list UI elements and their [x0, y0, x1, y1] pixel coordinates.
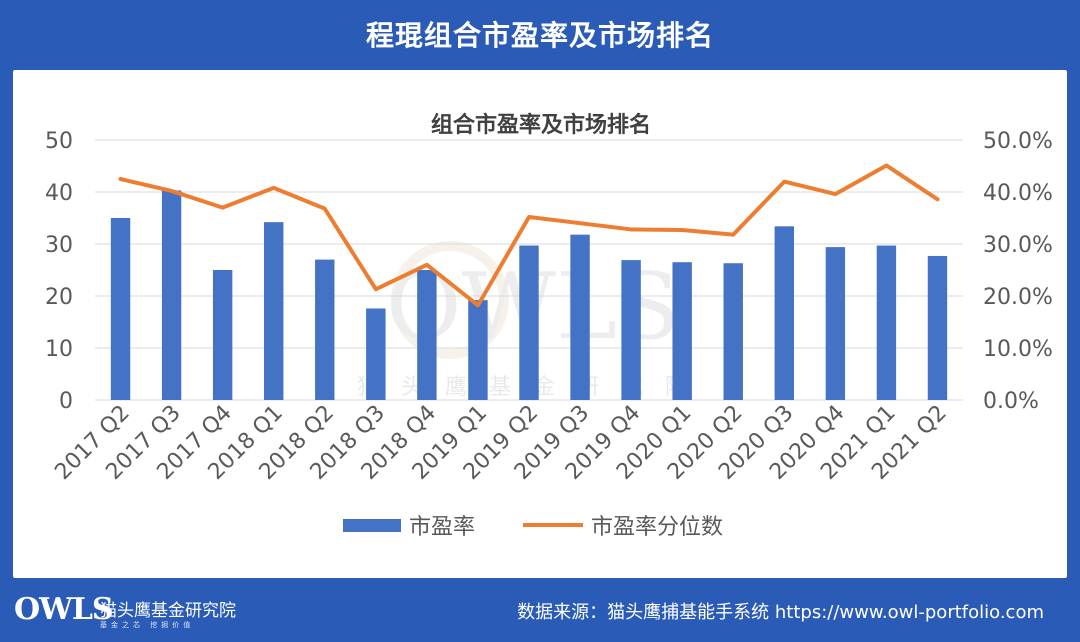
legend: 市盈率 市盈率分位数 [343, 515, 723, 540]
footer: OWLS 猫头鹰基金研究院 基金之芯 挖掘价值 数据来源：猫头鹰捕基能手系统 h… [0, 586, 1080, 642]
bar-pe [621, 260, 641, 400]
bar-pe [723, 263, 743, 400]
y-left-tick-label: 40 [45, 181, 73, 206]
bar-pe [519, 245, 539, 400]
line-point [884, 163, 888, 167]
bar-pe [774, 226, 794, 400]
y-left-tick-label: 20 [45, 285, 73, 310]
line-point [578, 221, 582, 225]
line-point [374, 287, 378, 291]
y-right-tick-label: 0.0% [983, 389, 1039, 414]
bar-pe [315, 259, 335, 400]
line-point [119, 177, 123, 181]
line-point [272, 186, 276, 190]
bar-pe [876, 245, 897, 400]
logo-tagline: 基金之芯 挖掘价值 [100, 621, 195, 629]
bar-pe [825, 247, 846, 400]
bar-series [110, 190, 948, 400]
y-right-tick-label: 30.0% [983, 233, 1053, 258]
y-right-tick-label: 20.0% [983, 285, 1053, 310]
owls-logo: OWLS [14, 592, 114, 627]
line-point [680, 228, 684, 232]
line-point [221, 206, 225, 210]
bar-pe [927, 255, 948, 400]
chart-panel: OWLS 猫头鹰基金研究院 组合市盈率及市场排名 010203040500.0%… [13, 70, 1067, 578]
bar-pe [468, 300, 488, 400]
line-series [118, 163, 940, 308]
legend-bar-label: 市盈率 [409, 515, 475, 540]
bar-pe [570, 234, 590, 400]
y-right-tick-label: 50.0% [983, 129, 1053, 154]
bar-pe [417, 270, 437, 400]
line-point [425, 263, 429, 267]
legend-line-label: 市盈率分位数 [591, 515, 723, 540]
watermark-owl-ring [391, 241, 509, 359]
bar-pe [672, 262, 692, 400]
y-right-tick-label: 40.0% [983, 181, 1053, 206]
line-point [323, 207, 327, 211]
bar-pe [161, 190, 182, 400]
legend-bar-swatch [343, 519, 401, 532]
line-point [629, 227, 633, 231]
bar-pe [366, 308, 386, 400]
y-left-tick-label: 50 [45, 129, 73, 154]
bar-pe [212, 270, 233, 400]
line-point [170, 189, 174, 193]
y-left-tick-label: 30 [45, 233, 73, 258]
line-point [476, 303, 480, 307]
bar-pe [110, 218, 131, 400]
line-point [527, 215, 531, 219]
chart-title: 组合市盈率及市场排名 [431, 112, 651, 138]
data-source: 数据来源：猫头鹰捕基能手系统 https://www.owl-portfolio… [517, 602, 1044, 623]
page-title: 程琨组合市盈率及市场排名 [365, 19, 714, 52]
y-left-tick-label: 0 [59, 389, 73, 414]
y-left-tick-label: 10 [45, 337, 73, 362]
bar-pe [264, 222, 284, 400]
line-point [731, 233, 735, 237]
line-point [782, 180, 786, 184]
pe-chart: OWLS 猫头鹰基金研究院 组合市盈率及市场排名 010203040500.0%… [45, 112, 1053, 540]
line-point [935, 197, 939, 201]
y-right-tick-label: 10.0% [983, 337, 1053, 362]
logo-name: 猫头鹰基金研究院 [100, 601, 236, 621]
line-point [833, 192, 837, 196]
